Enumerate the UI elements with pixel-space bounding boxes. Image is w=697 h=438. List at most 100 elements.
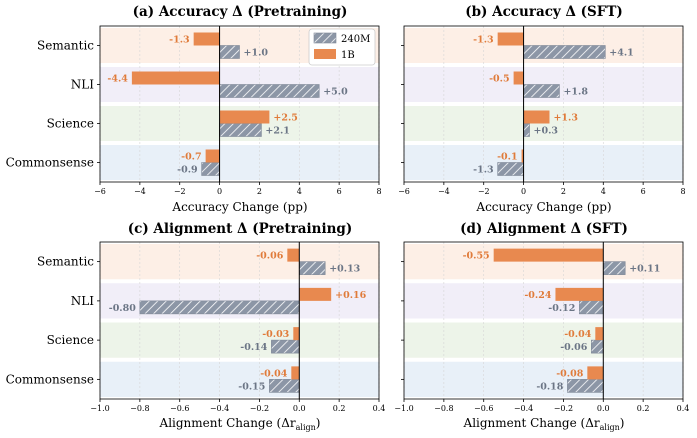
category-label-nli: NLI bbox=[71, 294, 94, 308]
axes-frame bbox=[403, 241, 684, 400]
x-tick-label: 2 bbox=[257, 187, 262, 196]
axes-frame bbox=[99, 25, 380, 183]
x-tick-label: −0.2 bbox=[554, 404, 573, 413]
x-tick-label: −4 bbox=[134, 187, 146, 196]
category-band-nli bbox=[404, 283, 683, 319]
category-band-science bbox=[404, 322, 683, 358]
value-label-1b-semantic: -1.3 bbox=[169, 35, 189, 46]
x-tick-label: −0.4 bbox=[514, 404, 533, 413]
value-label-240m-semantic: +4.1 bbox=[609, 48, 634, 59]
value-label-240m-science: -0.14 bbox=[240, 342, 267, 353]
legend-swatch-240m bbox=[313, 32, 337, 44]
bar-1b-semantic bbox=[193, 32, 220, 46]
category-band-semantic bbox=[100, 244, 379, 280]
bar-240m-semantic bbox=[602, 261, 626, 275]
x-tick-label: −0.4 bbox=[210, 404, 229, 413]
x-tick-label: −6 bbox=[398, 187, 410, 196]
panel-b: +4.1 -1.3 +1.8 -0.5 +0.3 +1.3 -1.3 -0.1 −6 −4 −2 0 2… bbox=[398, 4, 685, 214]
category-band-commonsense bbox=[100, 145, 379, 180]
x-axis-label-subscript: align bbox=[296, 423, 316, 432]
x-tick-label: −0.8 bbox=[434, 404, 453, 413]
bar-240m-nli bbox=[219, 84, 320, 98]
value-label-1b-semantic: -0.06 bbox=[256, 251, 283, 262]
x-tick-label: 6 bbox=[641, 187, 646, 196]
x-tick-label: −0.8 bbox=[130, 404, 149, 413]
x-tick-label: −0.6 bbox=[170, 404, 189, 413]
bar-1b-nli bbox=[131, 71, 220, 85]
legend: 240M 1B bbox=[308, 28, 376, 66]
panel-title: (d) Alignment Δ (SFT) bbox=[460, 221, 628, 237]
value-label-240m-nli: +5.0 bbox=[323, 87, 348, 98]
value-label-1b-science: -0.04 bbox=[564, 329, 591, 340]
bar-1b-science bbox=[595, 327, 604, 341]
bar-1b-commonsense bbox=[521, 149, 524, 163]
bar-1b-science bbox=[219, 110, 270, 124]
value-label-1b-science: +1.3 bbox=[553, 113, 578, 124]
x-axis-label-main: Accuracy Change (pp) bbox=[171, 200, 307, 214]
x-axis-label: Alignment Change (Δralign) bbox=[463, 416, 625, 432]
value-label-240m-semantic: +1.0 bbox=[244, 48, 269, 59]
value-label-1b-semantic: -0.55 bbox=[463, 251, 490, 262]
bar-240m-nli bbox=[139, 300, 300, 315]
x-axis-label: Accuracy Change (pp) bbox=[475, 200, 611, 214]
x-tick-label: 2 bbox=[561, 187, 566, 196]
axes-frame bbox=[403, 25, 684, 183]
value-label-1b-commonsense: -0.7 bbox=[181, 152, 201, 163]
value-label-240m-science: +0.3 bbox=[534, 126, 559, 137]
value-label-240m-nli: -0.80 bbox=[109, 303, 136, 314]
x-tick-label: 0.4 bbox=[373, 404, 386, 413]
value-label-240m-commonsense: -0.9 bbox=[177, 165, 198, 176]
value-label-1b-semantic: -1.3 bbox=[473, 35, 493, 46]
value-label-240m-commonsense: -0.15 bbox=[238, 381, 265, 392]
value-label-1b-nli: +0.16 bbox=[335, 290, 366, 301]
value-label-1b-nli: -0.24 bbox=[524, 290, 551, 301]
bar-240m-science bbox=[271, 339, 300, 354]
bar-1b-semantic bbox=[497, 32, 524, 46]
bar-240m-semantic bbox=[523, 45, 606, 59]
x-tick-label: 4 bbox=[601, 187, 606, 196]
category-label-semantic: Semantic bbox=[37, 39, 94, 53]
value-label-1b-commonsense: -0.1 bbox=[497, 152, 517, 163]
x-tick-label: 0.0 bbox=[293, 404, 306, 413]
value-label-1b-nli: -0.5 bbox=[489, 74, 509, 85]
legend-label-1b: 1B bbox=[341, 50, 355, 61]
x-tick-label: −1.0 bbox=[394, 404, 413, 413]
x-axis-label-main: Alignment Change (Δr bbox=[159, 416, 296, 430]
bar-240m-science bbox=[591, 339, 604, 354]
x-tick-label: 0.2 bbox=[333, 404, 346, 413]
bar-1b-nli bbox=[299, 287, 332, 301]
value-label-240m-nli: +1.8 bbox=[563, 87, 588, 98]
x-tick-label: 6 bbox=[337, 187, 342, 196]
category-band-commonsense bbox=[100, 361, 379, 397]
bar-240m-science bbox=[523, 123, 530, 137]
x-tick-label: −6 bbox=[94, 187, 106, 196]
x-axis-label-main: Accuracy Change (pp) bbox=[475, 200, 611, 214]
bar-240m-nli bbox=[579, 300, 604, 315]
value-label-240m-commonsense: -0.18 bbox=[536, 381, 563, 392]
value-label-240m-science: +2.1 bbox=[265, 126, 290, 137]
x-tick-label: 0.0 bbox=[597, 404, 610, 413]
bar-1b-nli bbox=[513, 71, 524, 85]
bar-1b-nli bbox=[555, 287, 604, 301]
bar-240m-commonsense bbox=[567, 379, 604, 393]
x-tick-label: −0.6 bbox=[474, 404, 493, 413]
value-label-240m-science: -0.06 bbox=[560, 342, 587, 353]
x-axis-label-main: Alignment Change (Δr bbox=[463, 416, 600, 430]
x-axis-label-end: ) bbox=[620, 416, 625, 430]
x-tick-label: 0.2 bbox=[637, 404, 650, 413]
value-label-240m-commonsense: -1.3 bbox=[473, 165, 493, 176]
x-axis-label-end: ) bbox=[316, 416, 321, 430]
panel-c: +0.13 -0.06 -0.80 +0.16 -0.14 -0.03 -0.15 -0.04… bbox=[6, 221, 386, 432]
bar-1b-commonsense bbox=[587, 366, 604, 380]
bar-240m-science bbox=[219, 123, 262, 137]
panel-title: (a) Accuracy Δ (Pretraining) bbox=[133, 4, 348, 20]
panel-d: +0.11 -0.55 -0.12 -0.24 -0.06 -0.04 -0.18 -0.08… bbox=[394, 221, 689, 432]
panel-title: (b) Accuracy Δ (SFT) bbox=[465, 4, 623, 20]
x-axis-label: Accuracy Change (pp) bbox=[171, 200, 307, 214]
bar-240m-semantic bbox=[219, 45, 240, 59]
bar-1b-commonsense bbox=[205, 149, 220, 163]
category-label-commonsense: Commonsense bbox=[6, 372, 94, 386]
category-band-commonsense bbox=[404, 145, 683, 180]
panel-a: +1.0 -1.3 +5.0 -4.4 +2.1 +2.5 -0.9 -0.7 −6 −4 −2 0 2… bbox=[6, 4, 382, 214]
